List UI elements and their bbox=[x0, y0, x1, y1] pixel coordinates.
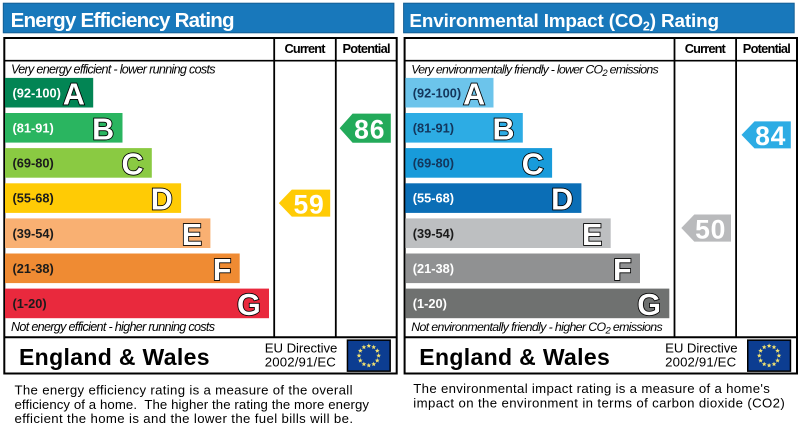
svg-text:The energy efficiency rating i: The energy efficiency rating is a measur… bbox=[15, 382, 353, 397]
svg-text:G: G bbox=[237, 288, 261, 322]
svg-text:F: F bbox=[213, 253, 232, 287]
svg-text:England & Wales: England & Wales bbox=[419, 344, 610, 370]
svg-text:E: E bbox=[182, 218, 202, 252]
svg-text:(55-68): (55-68) bbox=[413, 191, 454, 206]
svg-text:Very energy efficient - lower: Very energy efficient - lower running co… bbox=[11, 63, 216, 77]
svg-text:Not environmentally friendly -: Not environmentally friendly - higher CO… bbox=[411, 320, 663, 337]
svg-text:(55-68): (55-68) bbox=[13, 191, 54, 206]
svg-text:A: A bbox=[463, 77, 485, 111]
svg-text:The environmental impact ratin: The environmental impact rating is a mea… bbox=[413, 381, 770, 396]
svg-text:E: E bbox=[582, 218, 602, 252]
svg-text:(81-91): (81-91) bbox=[13, 120, 54, 135]
svg-text:59: 59 bbox=[293, 189, 324, 219]
svg-text:Current: Current bbox=[685, 41, 727, 56]
svg-text:B: B bbox=[492, 112, 514, 146]
svg-text:Potential: Potential bbox=[343, 41, 391, 56]
svg-text:(21-38): (21-38) bbox=[413, 261, 454, 276]
svg-text:Potential: Potential bbox=[743, 41, 791, 56]
svg-text:impact on the environment in t: impact on the environment in terms of ca… bbox=[413, 395, 785, 410]
svg-text:2002/91/EC: 2002/91/EC bbox=[665, 355, 736, 370]
svg-text:D: D bbox=[151, 183, 173, 217]
svg-text:Environmental Impact (CO2) Rat: Environmental Impact (CO2) Rating bbox=[409, 11, 719, 34]
svg-text:EU Directive: EU Directive bbox=[665, 341, 738, 356]
svg-text:86: 86 bbox=[354, 114, 385, 144]
svg-text:Very environmentally friendly: Very environmentally friendly - lower CO… bbox=[411, 63, 659, 80]
svg-text:(1-20): (1-20) bbox=[413, 296, 447, 311]
svg-text:2002/91/EC: 2002/91/EC bbox=[265, 355, 336, 370]
svg-text:Energy Efficiency Rating: Energy Efficiency Rating bbox=[11, 9, 235, 32]
svg-text:(39-54): (39-54) bbox=[413, 226, 454, 241]
svg-text:(81-91): (81-91) bbox=[413, 120, 454, 135]
svg-text:G: G bbox=[637, 288, 661, 322]
svg-text:efficiency of a home. The hig: efficiency of a home. The higher the rat… bbox=[15, 397, 370, 412]
svg-text:(92-100): (92-100) bbox=[13, 85, 61, 100]
svg-text:(21-38): (21-38) bbox=[13, 261, 54, 276]
svg-text:C: C bbox=[522, 148, 544, 182]
svg-text:efficient the home is and the: efficient the home is and the lower the … bbox=[15, 411, 354, 426]
svg-text:Not energy efficient - higher: Not energy efficient - higher running co… bbox=[11, 320, 216, 334]
svg-text:C: C bbox=[121, 148, 143, 182]
svg-text:A: A bbox=[63, 77, 85, 111]
svg-text:F: F bbox=[613, 253, 632, 287]
svg-text:50: 50 bbox=[695, 214, 726, 244]
svg-text:B: B bbox=[92, 112, 114, 146]
svg-text:(39-54): (39-54) bbox=[13, 226, 54, 241]
svg-text:(69-80): (69-80) bbox=[413, 156, 454, 171]
svg-text:England & Wales: England & Wales bbox=[19, 344, 210, 370]
svg-text:D: D bbox=[551, 183, 573, 217]
svg-text:Current: Current bbox=[285, 41, 327, 56]
svg-text:EU Directive: EU Directive bbox=[265, 341, 338, 356]
svg-text:(92-100): (92-100) bbox=[413, 85, 461, 100]
svg-text:84: 84 bbox=[755, 121, 786, 151]
svg-text:(69-80): (69-80) bbox=[13, 156, 54, 171]
svg-text:(1-20): (1-20) bbox=[13, 296, 47, 311]
